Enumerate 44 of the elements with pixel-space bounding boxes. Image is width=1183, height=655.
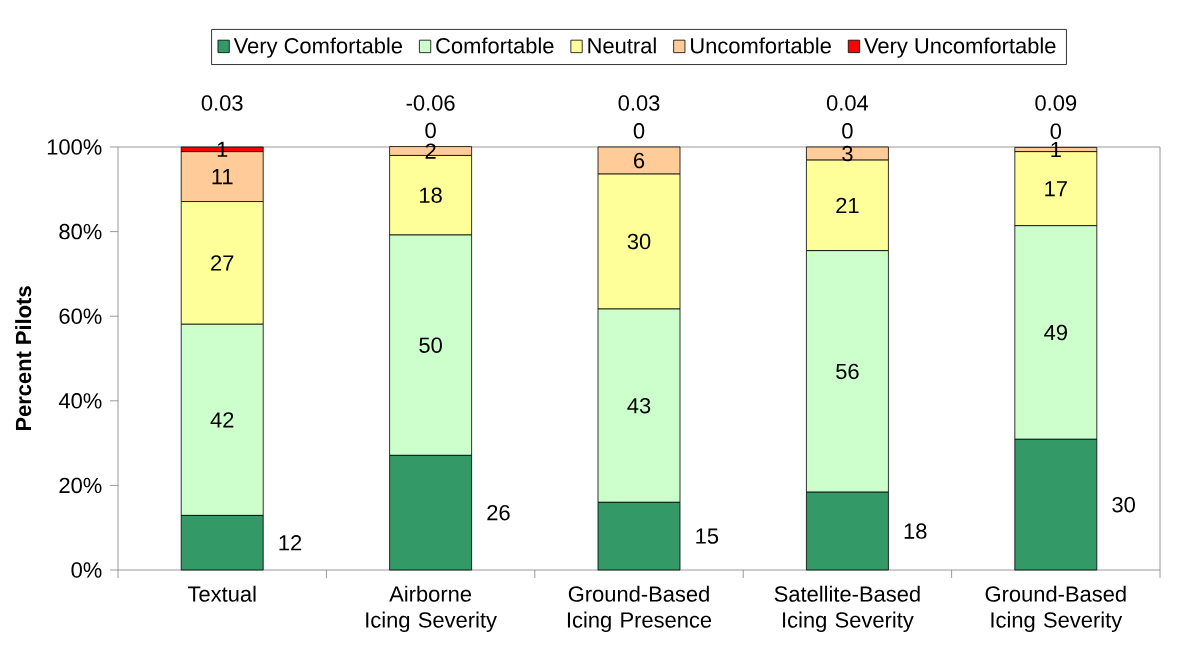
y-tick-label: 80%	[59, 223, 102, 240]
annotation: 18	[420, 187, 442, 203]
y-tick-label: 60%	[59, 308, 102, 324]
y-tick-label: 100%	[47, 139, 102, 155]
text: -0.06	[406, 95, 455, 111]
annotation: 49	[1044, 324, 1067, 341]
legend-label: Very Uncomfortable	[864, 37, 1056, 58]
annotation: 6	[634, 152, 645, 169]
annotation: 3	[842, 145, 853, 162]
annotation: 43	[627, 397, 651, 414]
x-tick-label: Textual	[187, 585, 256, 602]
text: 0	[425, 122, 436, 139]
text: 0.03	[201, 95, 243, 111]
text: 0	[633, 123, 645, 139]
annotation: 11	[212, 169, 233, 185]
legend-label: Uncomfortable	[691, 37, 831, 54]
text: 0.03	[618, 95, 660, 111]
annotation: 21	[836, 197, 859, 214]
annotation: 30	[1112, 496, 1135, 513]
annotation: 15	[696, 528, 719, 544]
legend-label: Neutral	[588, 37, 656, 54]
annotation: 56	[836, 363, 859, 380]
y-axis-title: Percent Pilots	[15, 286, 32, 431]
annotation: 50	[419, 337, 442, 353]
x-tick-label: Satellite-Based Icing Severity	[774, 585, 920, 633]
text: 0	[842, 123, 853, 139]
legend-label: Very Comfortable	[233, 37, 403, 58]
annotation: 27	[211, 255, 234, 271]
y-tick-label: 0%	[71, 562, 102, 578]
text: 0	[1050, 123, 1062, 140]
x-tick-label: Ground-Based Icing Presence	[567, 585, 712, 633]
x-tick-label: Ground-Based Icing Severity	[985, 585, 1126, 633]
y-tick-label: 20%	[59, 477, 102, 494]
x-tick-label: Airborne Icing Severity	[366, 585, 497, 633]
y-tick-label: 40%	[58, 393, 102, 409]
annotation: 42	[210, 412, 234, 428]
annotation: 12	[279, 535, 302, 551]
text: 0.04	[826, 95, 869, 111]
annotation: 17	[1045, 181, 1067, 197]
legend-label: Comfortable	[436, 37, 554, 54]
annotation: 18	[904, 523, 927, 539]
annotation: 26	[487, 504, 510, 521]
annotation: 30	[627, 233, 651, 250]
text: 0.09	[1035, 95, 1077, 111]
